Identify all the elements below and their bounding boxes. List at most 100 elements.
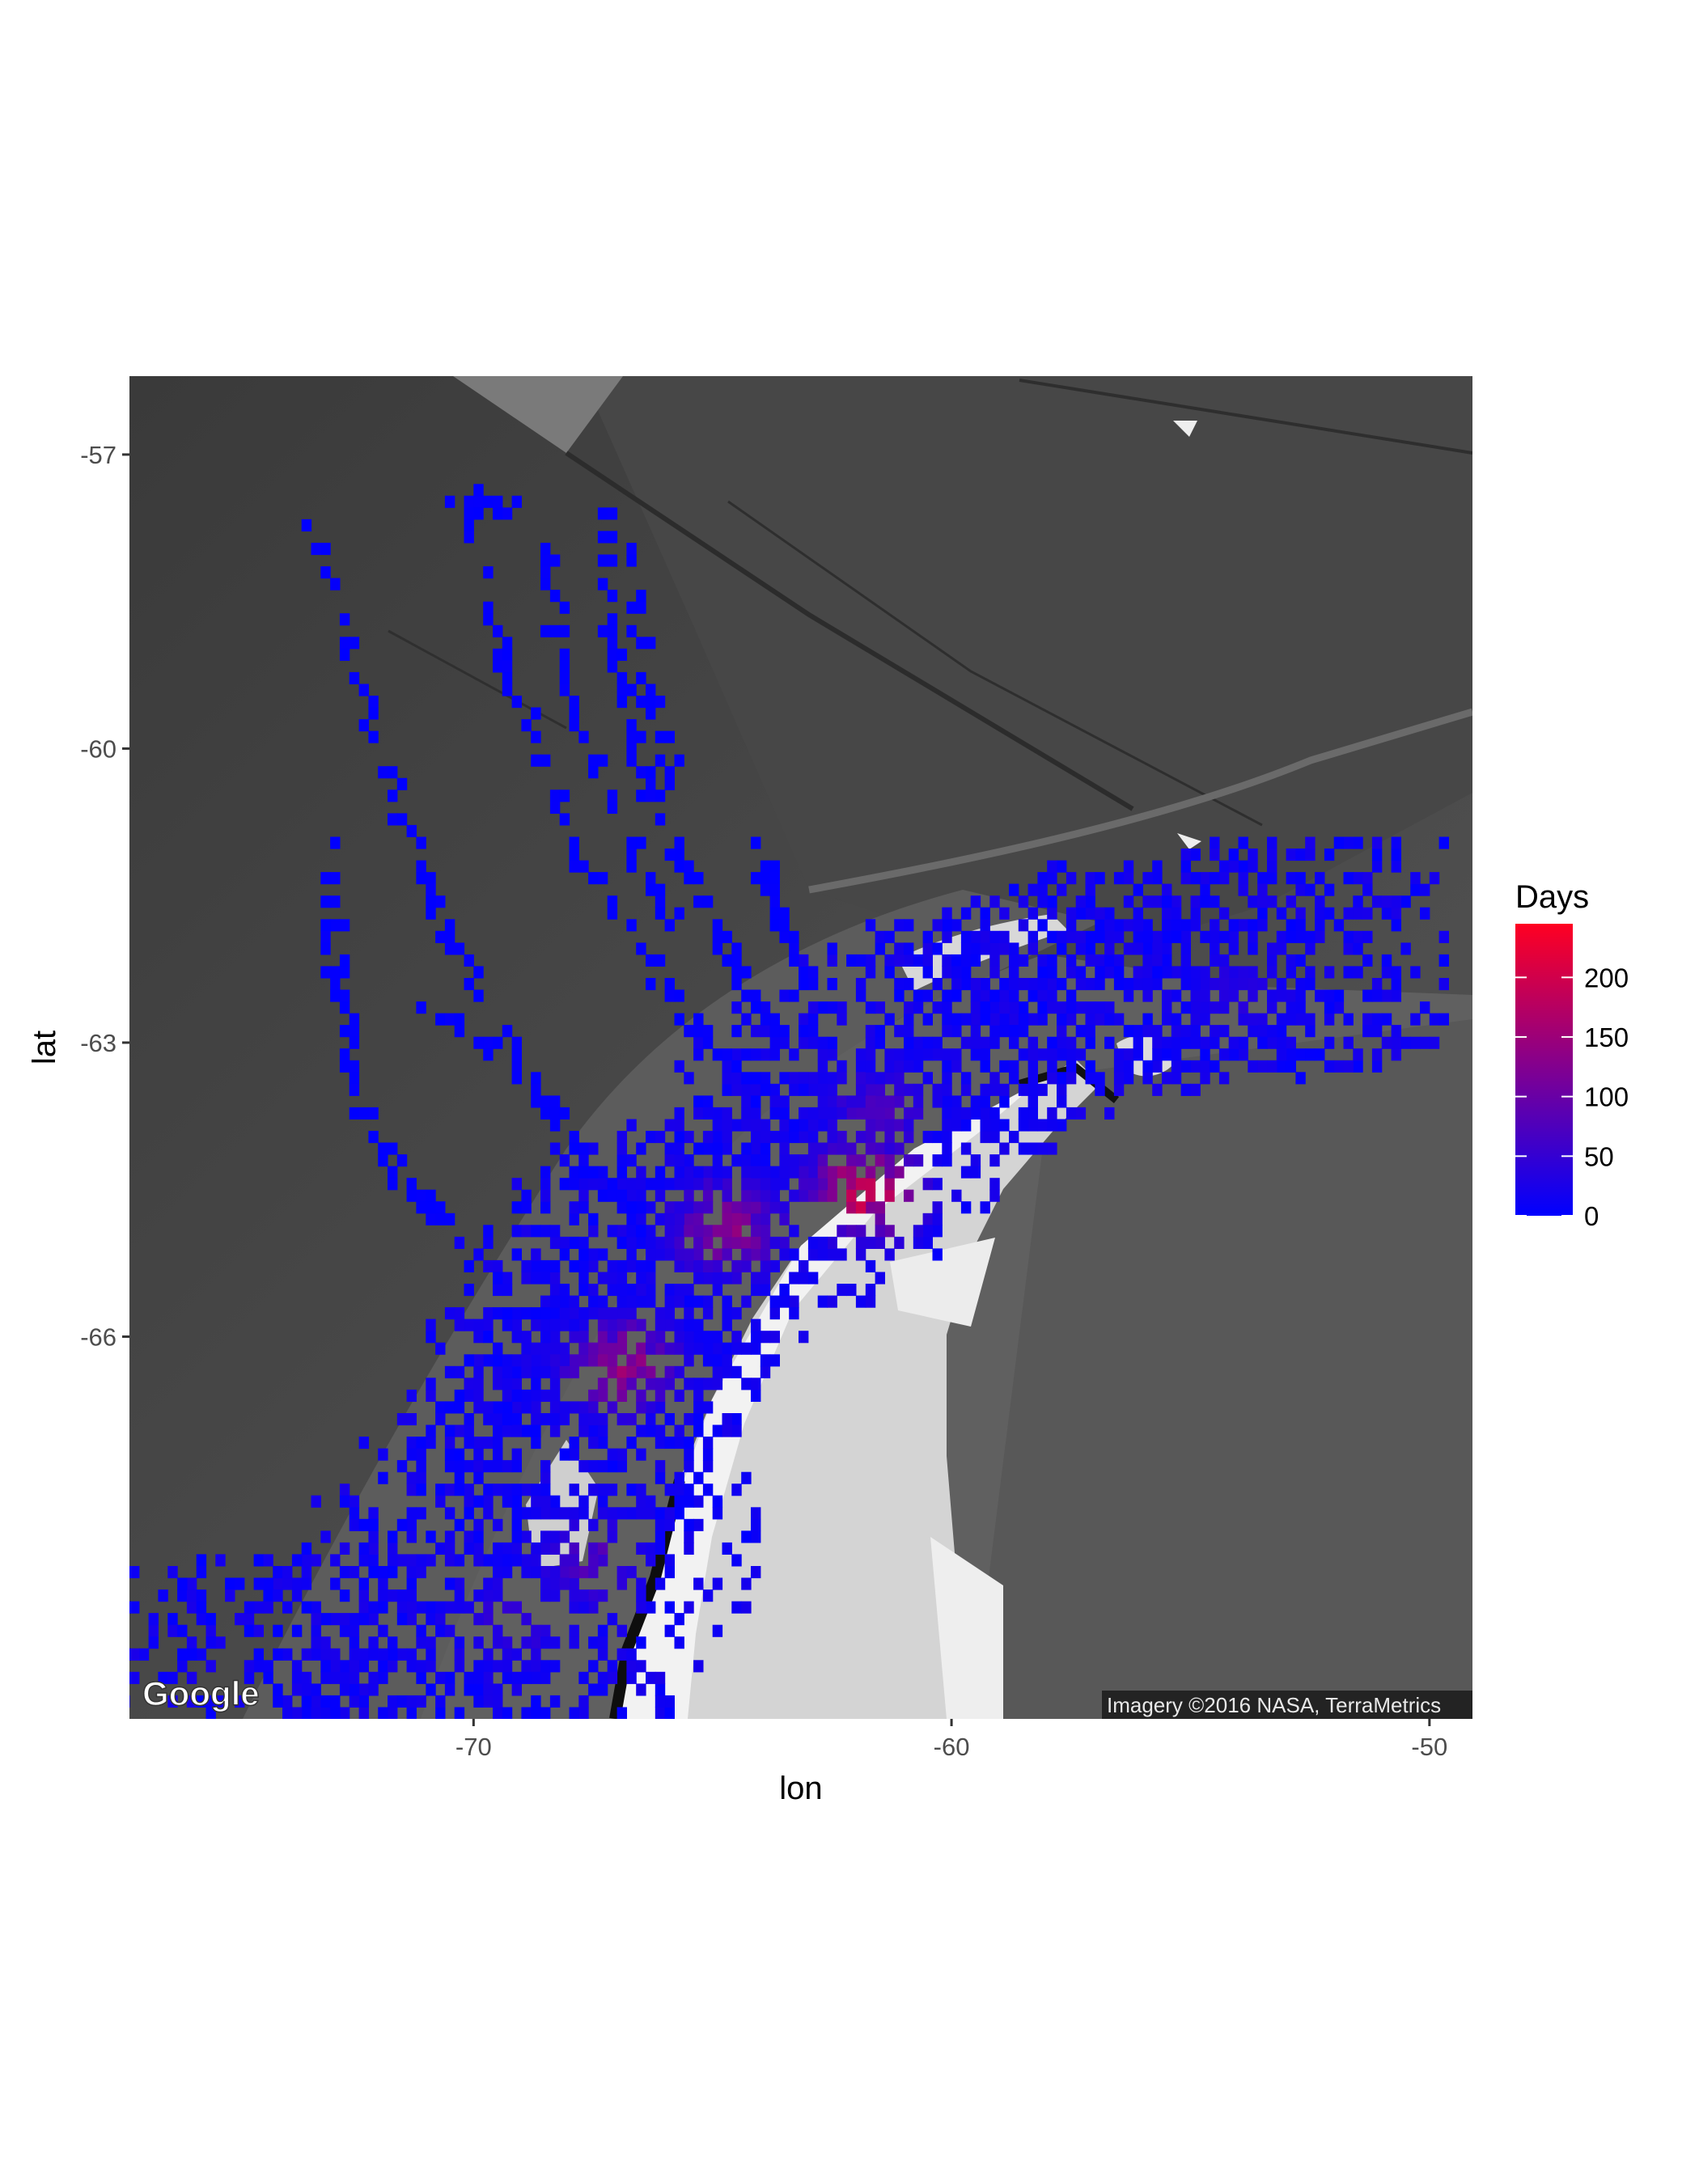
heat-cell <box>760 1248 771 1261</box>
heat-cell <box>1027 942 1038 955</box>
heat-cell <box>1353 930 1363 943</box>
heat-cell <box>1315 1048 1325 1061</box>
heat-cell <box>702 1589 714 1602</box>
heat-cell <box>473 966 484 979</box>
heat-cell <box>578 1566 589 1579</box>
heat-cell <box>684 1072 694 1085</box>
heat-cell <box>760 1072 771 1085</box>
heat-cell <box>521 719 532 732</box>
heat-cell <box>569 1259 579 1272</box>
heat-cell <box>330 978 341 991</box>
heat-cell <box>922 1048 933 1061</box>
heat-cell <box>263 1660 273 1673</box>
heat-cell <box>646 1401 656 1414</box>
heat-cell <box>731 1001 742 1014</box>
heat-cell <box>693 1413 704 1426</box>
heat-cell <box>616 1342 627 1355</box>
heat-cell <box>1075 1025 1087 1038</box>
heat-cell <box>865 954 876 967</box>
heat-cell <box>837 1248 847 1261</box>
y-axis-title: lat <box>27 1031 62 1064</box>
heat-cell <box>454 1401 465 1414</box>
heat-cell <box>636 1401 646 1414</box>
heat-cell <box>406 1437 417 1450</box>
heat-cell <box>789 1225 799 1238</box>
heat-cell <box>588 1354 599 1367</box>
heat-cell <box>511 1518 522 1531</box>
heat-cell <box>607 624 618 637</box>
heat-cell <box>1095 930 1105 943</box>
heat-cell <box>837 1142 847 1155</box>
heat-cell <box>282 1707 293 1719</box>
heat-cell <box>799 1119 809 1132</box>
heat-cell <box>1295 907 1306 920</box>
heat-cell <box>464 978 474 991</box>
heat-cell <box>1391 989 1401 1002</box>
heat-cell <box>549 1284 561 1297</box>
heat-cell <box>1391 860 1401 873</box>
heat-cell <box>578 1354 589 1367</box>
heat-cell <box>999 1142 1010 1155</box>
heat-cell <box>702 1401 714 1414</box>
heat-cell <box>837 1095 847 1108</box>
heat-cell <box>388 1142 398 1155</box>
heat-cell <box>1171 907 1182 920</box>
heat-cell <box>1295 1013 1306 1026</box>
heat-cell <box>664 1566 675 1579</box>
heat-cell <box>1343 1060 1354 1073</box>
heat-cell <box>1162 954 1172 967</box>
heat-cell <box>626 1318 637 1331</box>
satellite-basemap <box>129 376 1472 1719</box>
heat-cell <box>435 1542 446 1555</box>
heat-cell <box>349 1566 360 1579</box>
heat-cell <box>1305 1048 1316 1061</box>
heat-cell <box>646 1671 656 1684</box>
heat-cell <box>1190 849 1201 861</box>
heat-cell <box>1047 1036 1057 1049</box>
heat-cell <box>320 942 331 955</box>
heat-cell <box>454 1589 465 1602</box>
heat-cell <box>1248 978 1258 991</box>
heat-cell <box>1133 907 1143 920</box>
heat-cell <box>712 1365 723 1378</box>
heat-cell <box>846 1201 857 1214</box>
heat-cell <box>875 1025 885 1038</box>
heat-cell <box>960 1107 972 1120</box>
heat-cell <box>1210 1025 1220 1038</box>
heat-cell <box>225 1577 235 1590</box>
heat-cell <box>655 895 666 908</box>
heat-cell <box>473 1695 484 1708</box>
heat-cell <box>569 1178 579 1191</box>
heat-cell <box>769 1083 780 1096</box>
heat-cell <box>1190 895 1201 908</box>
heat-cell <box>358 1683 369 1696</box>
heat-cell <box>339 1589 350 1602</box>
heat-cell <box>655 1318 666 1331</box>
legend-title: Days <box>1515 879 1589 915</box>
heat-cell <box>1057 978 1067 991</box>
heat-cell <box>807 1154 819 1167</box>
heat-cell <box>1152 930 1163 943</box>
heat-cell <box>330 989 341 1002</box>
heat-cell <box>1162 930 1172 943</box>
heat-cell <box>722 1201 732 1214</box>
heat-cell <box>960 1166 972 1179</box>
heat-cell <box>1200 1036 1210 1049</box>
heat-cell <box>664 1213 675 1225</box>
heat-cell <box>493 507 503 520</box>
heat-cell <box>922 942 933 955</box>
heat-cell <box>1324 1036 1335 1049</box>
heat-cell <box>702 1107 714 1120</box>
heat-cell <box>531 1424 541 1437</box>
heat-cell <box>664 1695 675 1708</box>
heat-cell <box>406 1471 417 1484</box>
heat-cell <box>693 1259 704 1272</box>
heat-cell <box>616 1389 627 1402</box>
heat-cell <box>244 1613 255 1626</box>
heat-cell <box>569 1636 579 1649</box>
heat-cell <box>722 930 732 943</box>
heat-cell <box>569 719 579 732</box>
heat-cell <box>464 954 474 967</box>
heat-cell <box>646 1331 656 1344</box>
heat-cell <box>588 1518 599 1531</box>
